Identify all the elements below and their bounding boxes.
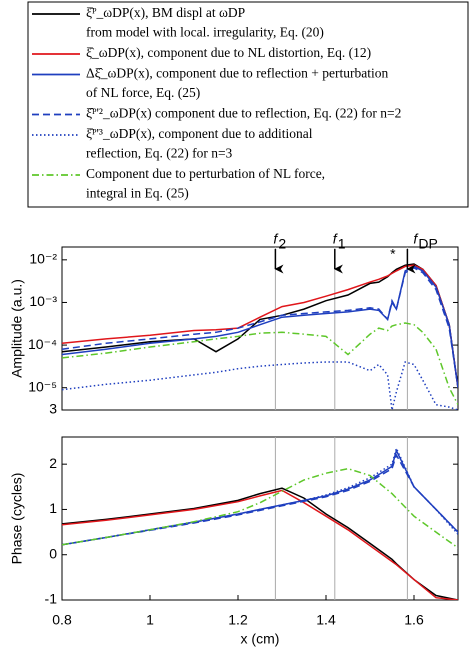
y-tick-label: 10⁻² [29,251,57,267]
legend-label: ξ̂_ωDP(x), component due to NL distortio… [86,45,371,60]
series-line [62,266,458,388]
plot-area [62,446,458,600]
y-tick-label: 3 [49,401,57,417]
series-line [62,448,458,546]
legend-label: from model with local. irregularity, Eq.… [86,25,324,40]
x-tick-label: 1.4 [316,612,336,628]
plot-area [62,263,458,410]
annotation-sub: 1 [338,236,346,252]
series-line [62,489,458,600]
legend-label: ξ̂ᴾ'²_ωDP(x) component due to reflection… [86,106,401,121]
plot-frame [61,436,459,601]
annotation-label: f [273,231,279,247]
y-axis-label: Amplitude (a.u.) [9,279,25,378]
x-axis-label: x (cm) [241,631,280,647]
legend-box [27,1,469,208]
plot-frame [61,246,459,411]
series-line [62,467,458,549]
y-tick-label: 10⁻⁴ [28,336,57,352]
series-line [62,446,458,546]
legend-label: ξ̂ᴾ'³_ωDP(x), component due to additiona… [86,126,313,141]
y-axis-label: Phase (cycles) [9,473,25,565]
y-tick-label: 10⁻³ [29,293,57,309]
series-line [62,264,458,388]
annotation-sub: 2 [278,236,286,252]
y-tick-label: 1 [49,500,57,516]
x-tick-label: 1.6 [404,612,424,628]
series-line [62,322,458,406]
annotation-label: * [390,246,396,262]
legend-label: integral in Eq. (25) [86,186,189,201]
series-line [62,361,458,410]
legend-label: reflection, Eq. (22) for n=3 [86,146,233,161]
annotation-label: f [413,231,419,247]
y-tick-label: 10⁻⁵ [28,378,57,394]
series-line [62,453,458,546]
x-tick-label: 0.8 [52,612,72,628]
series-line [62,487,458,600]
legend-label: Δξ̂_ωDP(x), component due to reflection … [86,66,388,81]
legend-label: of NL force, Eq. (25) [86,85,200,100]
x-tick-label: 1.2 [228,612,248,628]
series-line [62,263,458,388]
legend-label: ξ̂ᴾ_ωDP(x), BM displ at ωDP [86,5,245,20]
annotation-label: f [333,231,339,247]
y-tick-label: 2 [49,455,57,471]
annotation-sub: DP [418,236,437,252]
legend-label: Component due to perturbation of NL forc… [86,166,325,181]
x-tick-label: 1 [146,612,154,628]
y-tick-label: -1 [45,591,58,607]
series-line [62,265,458,388]
y-tick-label: 0 [49,545,57,561]
